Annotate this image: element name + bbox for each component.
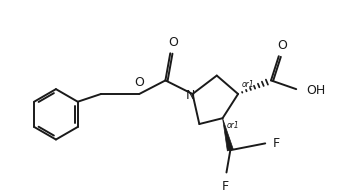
Polygon shape [222,118,233,151]
Text: N: N [186,90,195,102]
Text: or1: or1 [226,121,239,130]
Text: F: F [222,180,229,193]
Text: or1: or1 [242,80,255,89]
Text: O: O [134,76,144,89]
Text: O: O [278,39,288,52]
Text: F: F [273,137,280,150]
Text: O: O [168,36,178,49]
Text: OH: OH [306,84,325,97]
